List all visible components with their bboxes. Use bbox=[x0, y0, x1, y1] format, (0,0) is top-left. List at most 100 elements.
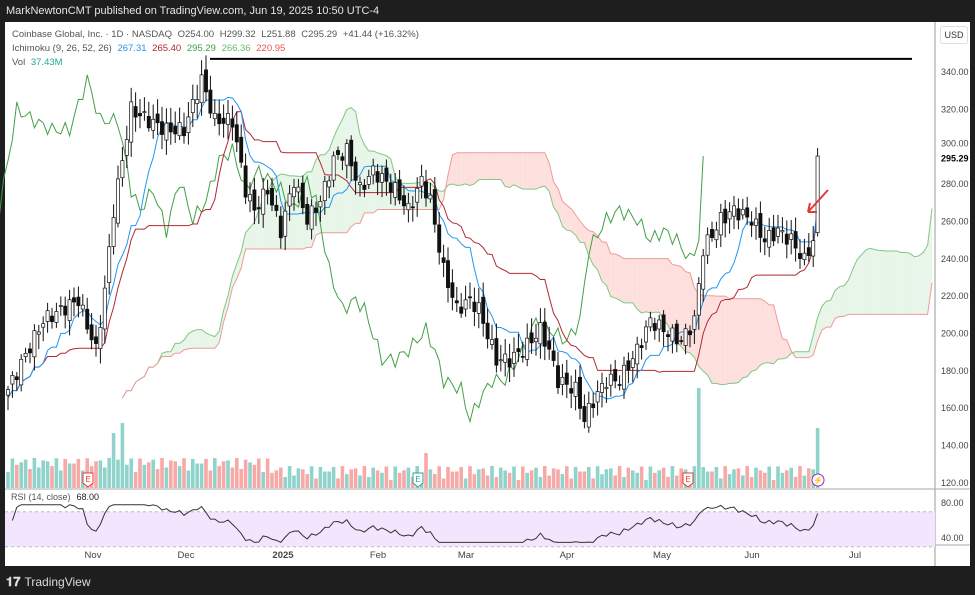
ichimoku-cloud-segment bbox=[355, 111, 360, 224]
candle-body bbox=[727, 211, 732, 220]
volume-bar bbox=[384, 466, 389, 488]
ichimoku-cloud-segment bbox=[201, 329, 206, 349]
volume-bar bbox=[543, 466, 547, 488]
volume-bar bbox=[477, 469, 481, 488]
volume-bar bbox=[173, 461, 177, 488]
candle-body bbox=[243, 165, 248, 198]
currency-button[interactable]: USD bbox=[940, 26, 968, 44]
volume-bar bbox=[697, 388, 701, 488]
volume-bar bbox=[551, 468, 556, 488]
candle-body bbox=[160, 121, 164, 135]
volume-bar bbox=[666, 476, 670, 488]
symbol-label[interactable]: Coinbase Global, Inc. · 1D · NASDAQ bbox=[12, 29, 172, 40]
ichimoku-cloud-segment bbox=[813, 317, 818, 355]
candle-body bbox=[586, 402, 591, 428]
volume-bar bbox=[301, 469, 305, 488]
ichimoku-cloud-segment bbox=[562, 201, 567, 231]
candle-body bbox=[762, 238, 767, 243]
candle-body bbox=[151, 118, 156, 131]
volume-bar bbox=[182, 458, 186, 488]
ichimoku-cloud-segment bbox=[624, 258, 629, 303]
volume-bar bbox=[670, 466, 675, 488]
volume-bar bbox=[780, 472, 785, 488]
candle-body bbox=[754, 218, 758, 226]
candle-body bbox=[626, 360, 631, 371]
candle-body bbox=[683, 328, 688, 346]
candle-body bbox=[736, 208, 741, 221]
candle-body bbox=[182, 127, 186, 137]
volume-bar bbox=[274, 470, 279, 488]
ichimoku-cloud-segment bbox=[830, 290, 836, 328]
ichimoku-cloud-segment bbox=[628, 258, 633, 303]
ichimoku-cloud-segment bbox=[742, 298, 748, 378]
ichimoku-cloud-segment bbox=[606, 242, 611, 297]
ichimoku-cloud-segment bbox=[175, 343, 180, 354]
candle-body bbox=[155, 113, 160, 124]
candle-body bbox=[688, 330, 692, 336]
volume-bar bbox=[578, 471, 582, 488]
volume-bar bbox=[336, 478, 340, 488]
ichimoku-cloud-segment bbox=[703, 295, 708, 375]
candle-body bbox=[173, 126, 178, 135]
volume-bar bbox=[745, 466, 749, 488]
ichimoku-cloud-segment bbox=[192, 329, 198, 349]
candle-body bbox=[595, 391, 600, 403]
candle-body bbox=[547, 340, 552, 350]
volume-bar bbox=[72, 463, 76, 488]
volume-bar bbox=[283, 476, 287, 488]
volume-bar bbox=[723, 466, 727, 488]
volume-bar bbox=[160, 458, 164, 488]
ichimoku-cloud-segment bbox=[505, 152, 510, 188]
candle-body bbox=[472, 301, 477, 312]
volume-bar bbox=[516, 479, 521, 488]
ichimoku-cloud-segment bbox=[786, 340, 792, 358]
volume-bar bbox=[538, 476, 543, 488]
ichimoku-spanA-value: 266.36 bbox=[221, 43, 251, 54]
volume-bar bbox=[349, 469, 353, 488]
ichimoku-cloud-segment bbox=[672, 264, 677, 342]
candle-body bbox=[507, 358, 512, 368]
candle-body bbox=[749, 222, 754, 226]
ichimoku-cloud-segment bbox=[487, 152, 492, 180]
volume-bar bbox=[595, 466, 600, 488]
volume-bar bbox=[547, 475, 551, 488]
time-tick: Jul bbox=[849, 550, 861, 561]
volume-bar bbox=[169, 460, 173, 488]
ichimoku-cloud-segment bbox=[659, 258, 664, 320]
volume-bar bbox=[151, 459, 155, 488]
price-tick: 240.00 bbox=[941, 254, 969, 264]
volume-bar bbox=[208, 470, 213, 488]
vol-label[interactable]: Vol bbox=[12, 57, 26, 68]
volume-bar bbox=[433, 474, 437, 488]
volume-bar bbox=[705, 471, 710, 488]
ichimoku-cloud-segment bbox=[544, 152, 550, 192]
candle-body bbox=[789, 233, 794, 240]
volume-bar bbox=[661, 467, 666, 488]
volume-bar bbox=[318, 466, 323, 488]
volume-bar bbox=[45, 461, 50, 488]
ichimoku-label[interactable]: Ichimoku (9, 26, 52, 26) bbox=[12, 43, 112, 54]
ichimoku-cloud-segment bbox=[839, 285, 844, 317]
candle-body bbox=[45, 310, 50, 322]
ichimoku-cloud-segment bbox=[179, 340, 184, 354]
ichimoku-cloud-segment bbox=[536, 152, 541, 190]
ichimoku-cloud-segment bbox=[236, 251, 242, 279]
candle-body bbox=[58, 305, 63, 307]
candle-body bbox=[503, 353, 508, 363]
volume-bar bbox=[719, 478, 723, 488]
volume-bar bbox=[604, 469, 609, 488]
volume-bar bbox=[679, 468, 683, 488]
candle-body bbox=[89, 324, 94, 341]
earnings-marker bbox=[82, 472, 94, 488]
volume-bar bbox=[164, 467, 169, 488]
volume-bar bbox=[371, 467, 375, 488]
ichimoku-cloud-segment bbox=[888, 250, 893, 315]
candle-body bbox=[168, 122, 173, 133]
candle-body bbox=[674, 323, 679, 345]
volume-bar bbox=[463, 478, 468, 488]
volume-bar bbox=[771, 479, 776, 488]
volume-bar bbox=[362, 466, 367, 488]
volume-bar bbox=[32, 458, 37, 488]
volume-bar bbox=[380, 472, 384, 488]
